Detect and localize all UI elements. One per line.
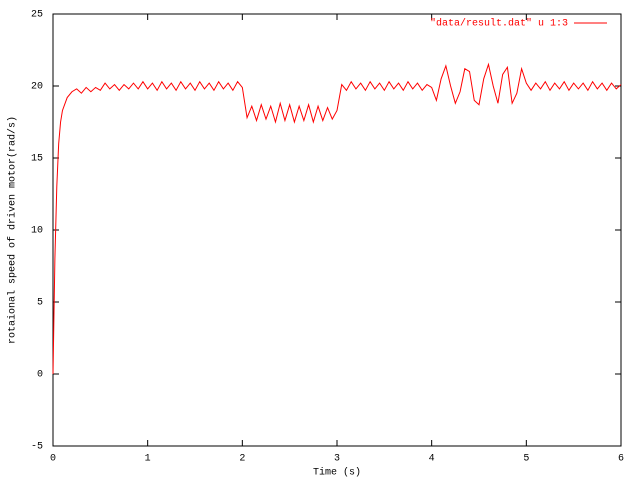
x-tick-label: 4 [429, 454, 435, 465]
x-tick-label: 1 [145, 454, 151, 465]
x-tick-label: 5 [523, 454, 529, 465]
y-tick-label: 0 [37, 370, 43, 381]
y-tick-label: 25 [31, 10, 43, 21]
legend-label: "data/result.dat" u 1:3 [430, 18, 568, 30]
y-tick-label: 5 [37, 298, 43, 309]
x-tick-label: 0 [50, 454, 56, 465]
y-tick-label: 10 [31, 226, 43, 237]
x-axis-label: Time (s) [313, 467, 361, 479]
y-tick-label: 15 [31, 154, 43, 165]
y-tick-label: 20 [31, 82, 43, 93]
y-axis-label: rotaional speed of driven motor(rad/s) [7, 116, 19, 344]
data-line [52, 62, 622, 375]
x-tick-label: 6 [618, 454, 624, 465]
plot-frame [52, 13, 622, 447]
x-tick-label: 2 [239, 454, 245, 465]
y-tick-label: -5 [31, 442, 43, 453]
x-tick-label: 3 [334, 454, 340, 465]
